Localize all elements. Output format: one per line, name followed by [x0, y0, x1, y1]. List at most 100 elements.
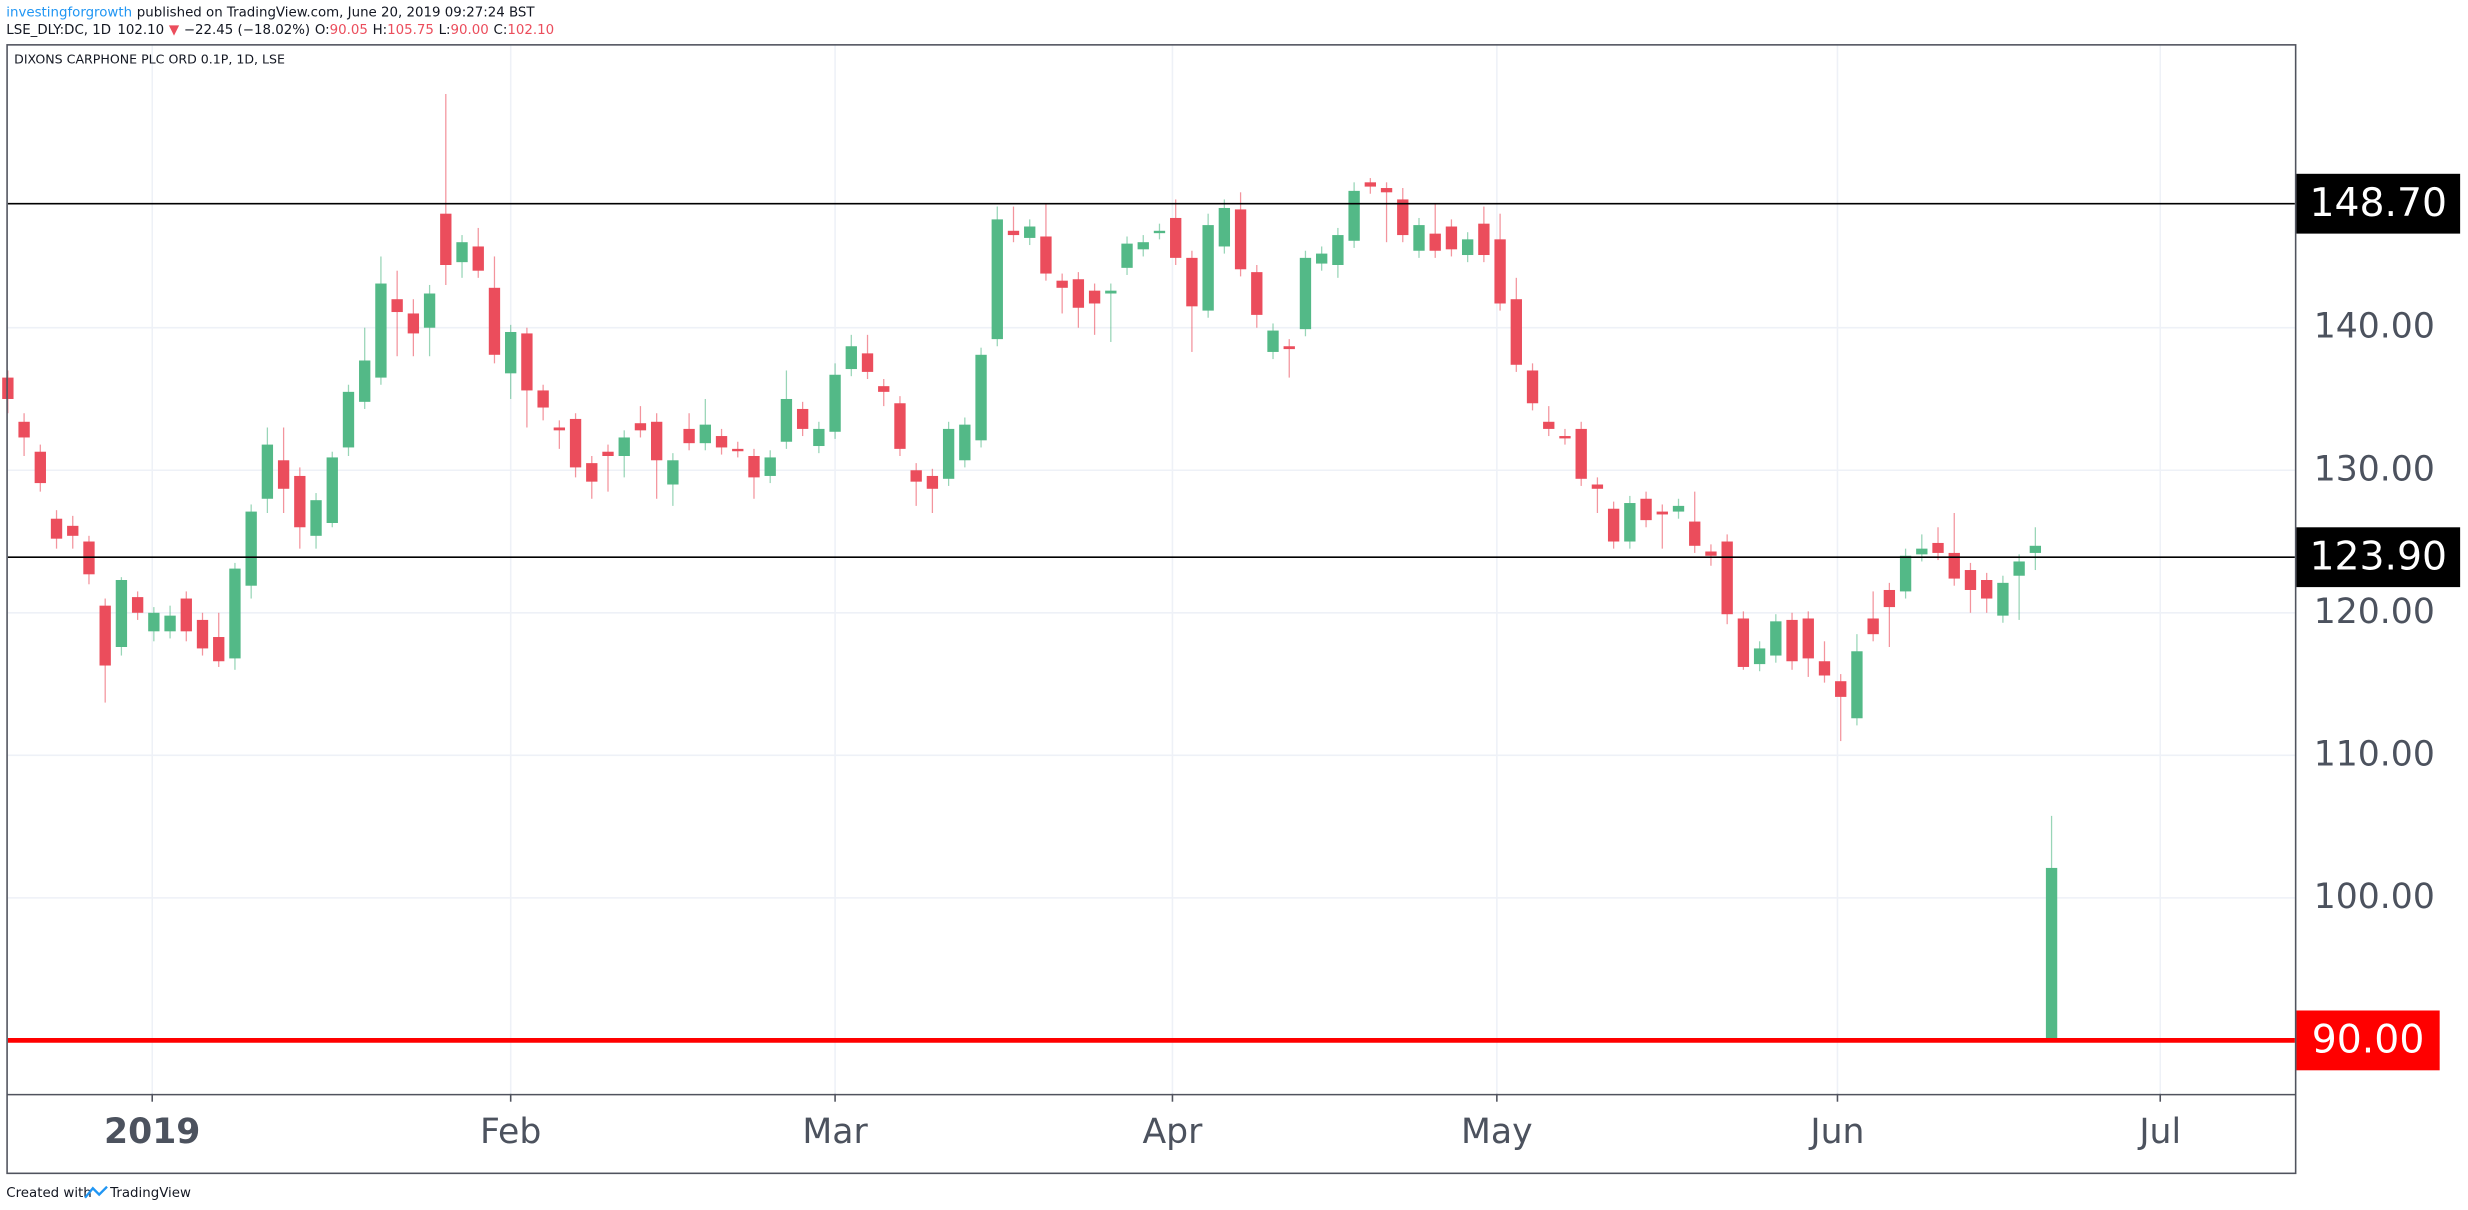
candle-body [1591, 484, 1604, 489]
level-label-box [2296, 527, 2461, 588]
grid [7, 44, 2295, 1094]
candle-body [180, 598, 192, 632]
candle-body [488, 287, 501, 355]
candle-body [537, 390, 549, 408]
candle-body [1364, 182, 1376, 187]
candle-body [1040, 236, 1052, 274]
candle-body [1445, 226, 1458, 250]
candle-body [1899, 555, 1912, 592]
candle-body [1753, 648, 1766, 665]
candle-body [1997, 582, 2009, 616]
candle-body [1137, 242, 1149, 250]
candle-body [602, 451, 614, 456]
candle-body [1121, 243, 1133, 268]
candle-body [926, 475, 939, 489]
candles [2, 93, 2058, 1041]
candle-body [164, 615, 176, 632]
candle-body [456, 242, 468, 263]
candle-body [1981, 580, 1993, 599]
candle-body [1802, 618, 1814, 659]
candle-body [1689, 521, 1701, 546]
candle-body [796, 408, 809, 429]
candle-body [131, 597, 144, 613]
level-label: 90.00 [2312, 1016, 2425, 1062]
candle-body [1607, 508, 1620, 542]
y-tick-label: 140.00 [2314, 307, 2435, 347]
chart-frame [6, 44, 2297, 1175]
candle-body [1948, 552, 1960, 579]
candle-body [440, 213, 452, 265]
candle-body [2013, 561, 2025, 576]
x-tick-label: Feb [480, 1112, 541, 1152]
level-label: 148.70 [2309, 180, 2447, 226]
candle-body [1202, 225, 1214, 311]
candle-body [1867, 618, 1879, 635]
candle-body [1234, 209, 1247, 270]
x-tick-label: May [1461, 1112, 1533, 1152]
candle-body [553, 427, 566, 431]
candle-body [845, 346, 857, 370]
candle-body [50, 518, 63, 539]
candle-body [1024, 226, 1036, 238]
candle-body [1186, 257, 1198, 307]
candle-body [1267, 330, 1279, 352]
level-label-box [2296, 173, 2461, 234]
candle-body [196, 619, 209, 649]
y-tick-label: 100.00 [2314, 877, 2435, 917]
candle-body [1672, 505, 1685, 512]
candle-body [1478, 223, 1490, 256]
candle-body [1786, 619, 1798, 662]
candle-body [1851, 651, 1863, 719]
candle-body [245, 511, 257, 586]
ohlc-value: 102.10 [507, 23, 554, 38]
candle-body [991, 219, 1003, 340]
candle-body [878, 386, 890, 392]
candle-body [1316, 253, 1328, 264]
candle-body [1397, 199, 1409, 236]
candle-body [310, 500, 322, 536]
candle-body [667, 460, 679, 485]
candle-body [375, 283, 387, 378]
footer-brand[interactable]: TradingView [109, 1186, 191, 1201]
level-label: 123.90 [2309, 533, 2447, 579]
candle-body [764, 457, 776, 476]
candle-body [910, 470, 922, 482]
candle-body [342, 391, 355, 448]
author[interactable]: investingforgrowth [6, 6, 132, 21]
candle-body [1348, 190, 1360, 241]
candle-body [1559, 436, 1571, 439]
candle-body [1461, 239, 1474, 256]
candle-body [423, 293, 436, 328]
candle-body [780, 398, 793, 442]
candle-body [683, 428, 695, 444]
candle-body [472, 246, 484, 271]
candle-body [2045, 867, 2058, 1040]
ohlc-value: 90.05 [330, 23, 368, 38]
candle-body [1007, 230, 1020, 236]
candle-body [1153, 230, 1166, 234]
candle-body [813, 428, 825, 447]
candle-body [1932, 542, 1944, 553]
candle-body [34, 451, 46, 484]
candle-body [115, 580, 128, 647]
candle-body [1299, 257, 1312, 330]
candle-body [229, 568, 241, 659]
symbol: LSE_DLY:DC, 1D [6, 23, 111, 38]
candle-body [829, 374, 841, 432]
level-label-box [2296, 1010, 2440, 1071]
candle-body [634, 423, 647, 431]
candle-body [861, 353, 874, 372]
ohlc-value: 105.75 [387, 23, 434, 38]
candle-body [1380, 188, 1393, 193]
header-line-1: investingforgrowth published on TradingVi… [6, 6, 535, 21]
y-tick-label: 110.00 [2314, 734, 2435, 774]
candle-body [699, 424, 711, 444]
change: −22.45 (−18.02%) [184, 23, 310, 38]
candle-body [294, 475, 306, 528]
candle-body [1770, 621, 1782, 656]
candle-body [959, 424, 971, 461]
x-tick-label: 2019 [104, 1112, 200, 1152]
candle-body [1883, 589, 1896, 608]
